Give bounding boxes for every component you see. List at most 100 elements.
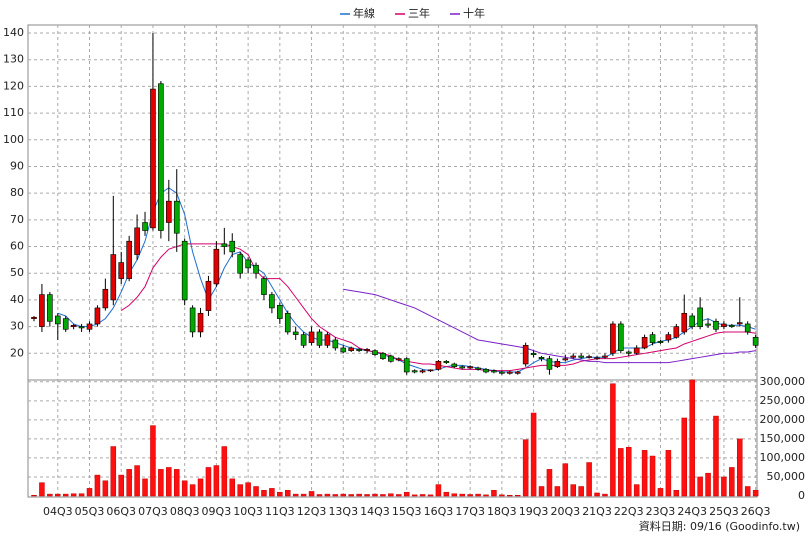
candle-body	[522, 345, 529, 365]
volume-bar	[475, 493, 481, 497]
volume-bar	[142, 478, 148, 497]
candle-body	[641, 336, 648, 349]
volume-bar	[166, 467, 172, 497]
volume-bar	[697, 476, 703, 497]
candle-body	[181, 240, 188, 301]
x-tick-label: 18Q3	[487, 505, 517, 518]
candle-body	[475, 367, 481, 370]
candle-body	[689, 315, 695, 327]
volume-bar	[673, 490, 680, 497]
volume-bar	[197, 478, 204, 497]
ma-line	[343, 288, 756, 364]
volume-bar	[332, 494, 339, 497]
candle-body	[380, 353, 386, 359]
volume-bar	[522, 439, 529, 497]
x-tick-label: 06Q3	[106, 505, 136, 518]
volume-bar	[62, 493, 69, 497]
candle-body	[340, 347, 347, 353]
volume-bar	[380, 494, 386, 497]
x-tick-label: 19Q3	[519, 505, 549, 518]
candle-body	[356, 349, 362, 351]
x-tick-label: 07Q3	[138, 505, 168, 518]
candle-body	[602, 355, 608, 358]
volume-bar	[451, 493, 458, 497]
y-tick-label: 40	[10, 293, 24, 306]
y-tick-label: 110	[3, 106, 24, 119]
volume-bar	[443, 491, 450, 497]
volume-bar	[705, 472, 711, 497]
volume-bar	[324, 493, 331, 497]
volume-bar	[269, 488, 275, 497]
legend-label: 三年	[408, 6, 430, 20]
plot-frame	[27, 24, 758, 498]
candle-body	[277, 304, 283, 319]
volume-bar	[47, 493, 53, 497]
volume-bar	[253, 486, 259, 497]
candle-body	[705, 323, 711, 326]
candle-body	[221, 243, 228, 247]
volume-bar	[610, 383, 616, 497]
candle-body	[110, 254, 117, 301]
volume-bar	[427, 494, 434, 497]
candle-body	[657, 340, 664, 343]
candle-body	[253, 264, 259, 274]
volume-bar	[316, 494, 323, 497]
volume-bar	[31, 494, 37, 497]
candle-body	[142, 222, 148, 231]
candle-body	[586, 356, 592, 358]
volume-bar	[657, 488, 664, 497]
volume-bar	[285, 490, 291, 497]
x-tick-label: 21Q3	[582, 505, 612, 518]
volume-bar	[744, 486, 751, 497]
volume-bar	[546, 469, 553, 497]
candle-body	[269, 294, 275, 309]
volume-bar	[689, 379, 695, 497]
y-tick-label: 120	[3, 79, 24, 92]
volume-bar	[491, 490, 497, 497]
candle-body	[213, 248, 220, 285]
x-tick-label: 10Q3	[233, 505, 263, 518]
volume-bar	[681, 417, 688, 497]
candle-body	[173, 200, 180, 234]
candle-body	[245, 259, 251, 269]
candle-body	[126, 240, 132, 279]
volume-bar	[570, 484, 576, 497]
volume-bar	[340, 493, 347, 497]
volume-bar	[602, 493, 608, 497]
x-tick-label: 26Q3	[741, 505, 771, 518]
y2-tick-label: 50,000	[767, 470, 806, 483]
candle-body	[86, 323, 93, 330]
volume-bar	[221, 446, 228, 497]
volume-bar	[403, 491, 410, 497]
candle-body	[118, 262, 125, 279]
volume-bar	[158, 469, 164, 497]
volume-bar	[173, 469, 180, 497]
candle-body	[261, 278, 267, 295]
candle-body	[284, 312, 291, 333]
volume-bar	[70, 493, 77, 497]
x-tick-label: 14Q3	[360, 505, 390, 518]
volume-bar	[665, 450, 672, 497]
volume-bar	[134, 465, 140, 497]
x-tick-label: 11Q3	[265, 505, 295, 518]
volume-bar	[530, 412, 537, 497]
y-tick-label: 140	[3, 26, 24, 39]
volume-bar	[396, 494, 402, 497]
candle-body	[451, 363, 458, 367]
candle-body	[618, 323, 624, 351]
legend-label: 十年	[463, 6, 485, 20]
x-tick-label: 25Q3	[709, 505, 739, 518]
candle-body	[229, 240, 236, 253]
candle-body	[736, 322, 743, 325]
candle-body	[197, 312, 204, 333]
candle-body	[292, 331, 299, 335]
candle-body	[237, 254, 243, 274]
volume-bar	[459, 493, 465, 497]
volume-bar	[626, 447, 632, 497]
volume-bar	[102, 480, 109, 497]
candle-body	[633, 347, 640, 354]
volume-bar	[586, 462, 592, 497]
candle-body	[403, 358, 410, 373]
candle-body	[499, 371, 505, 374]
